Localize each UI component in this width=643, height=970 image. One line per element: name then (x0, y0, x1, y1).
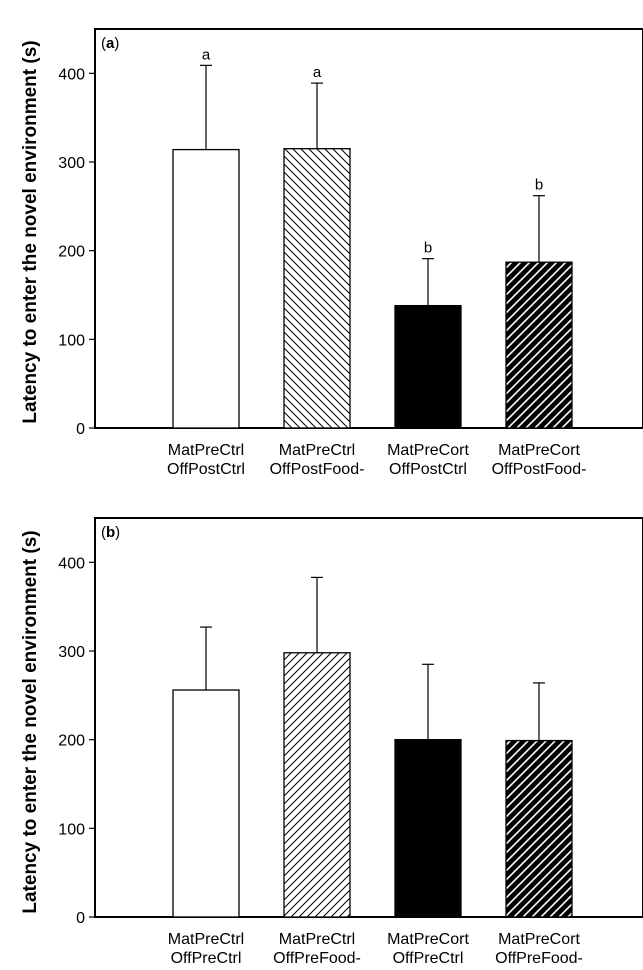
y-tick-label: 100 (58, 332, 85, 349)
significance-letter: a (202, 46, 211, 63)
bar (505, 261, 573, 429)
y-tick-label: 300 (58, 155, 85, 172)
panel-label: (a) (101, 35, 119, 52)
significance-letter: b (535, 177, 543, 194)
y-tick-label: 400 (58, 66, 85, 83)
x-category-label: MatPreCtrl OffPostFood- (270, 442, 365, 478)
y-tick-label: 100 (58, 821, 85, 838)
x-category-label: MatPreCort OffPostCtrl (387, 442, 469, 478)
x-category-label: MatPreCort OffPostFood- (492, 442, 587, 478)
x-category-label: MatPreCtrl OffPreFood- (273, 931, 361, 967)
panel-label: (b) (101, 524, 120, 541)
bar (172, 148, 240, 429)
bar (172, 689, 240, 918)
bar (394, 304, 462, 429)
panel-b: Latency to enter the novel environment (… (20, 517, 643, 967)
bar (394, 739, 462, 918)
y-tick-label: 0 (76, 421, 85, 438)
x-category-label: MatPreCtrl OffPreCtrl (168, 931, 244, 967)
plot-frame (94, 28, 643, 429)
bar (283, 148, 351, 429)
y-tick-label: 200 (58, 244, 85, 261)
y-axis-label: Latency to enter the novel environment (… (20, 40, 41, 423)
bar (505, 739, 573, 918)
panel-letter: a (106, 35, 115, 52)
panel-a: Latency to enter the novel environment (… (20, 28, 643, 478)
y-tick-label: 200 (58, 733, 85, 750)
y-tick-label: 400 (58, 555, 85, 572)
plot-frame (94, 517, 643, 918)
y-tick-label: 300 (58, 644, 85, 661)
y-axis-label: Latency to enter the novel environment (… (20, 530, 41, 913)
bar (283, 652, 351, 918)
x-category-label: MatPreCort OffPreFood- (495, 931, 583, 967)
panel-letter: b (106, 524, 115, 541)
significance-letter: b (424, 240, 432, 257)
x-category-label: MatPreCtrl OffPostCtrl (167, 442, 245, 478)
significance-letter: a (313, 64, 322, 81)
x-category-label: MatPreCort OffPreCtrl (387, 931, 469, 967)
y-tick-label: 0 (76, 910, 85, 927)
